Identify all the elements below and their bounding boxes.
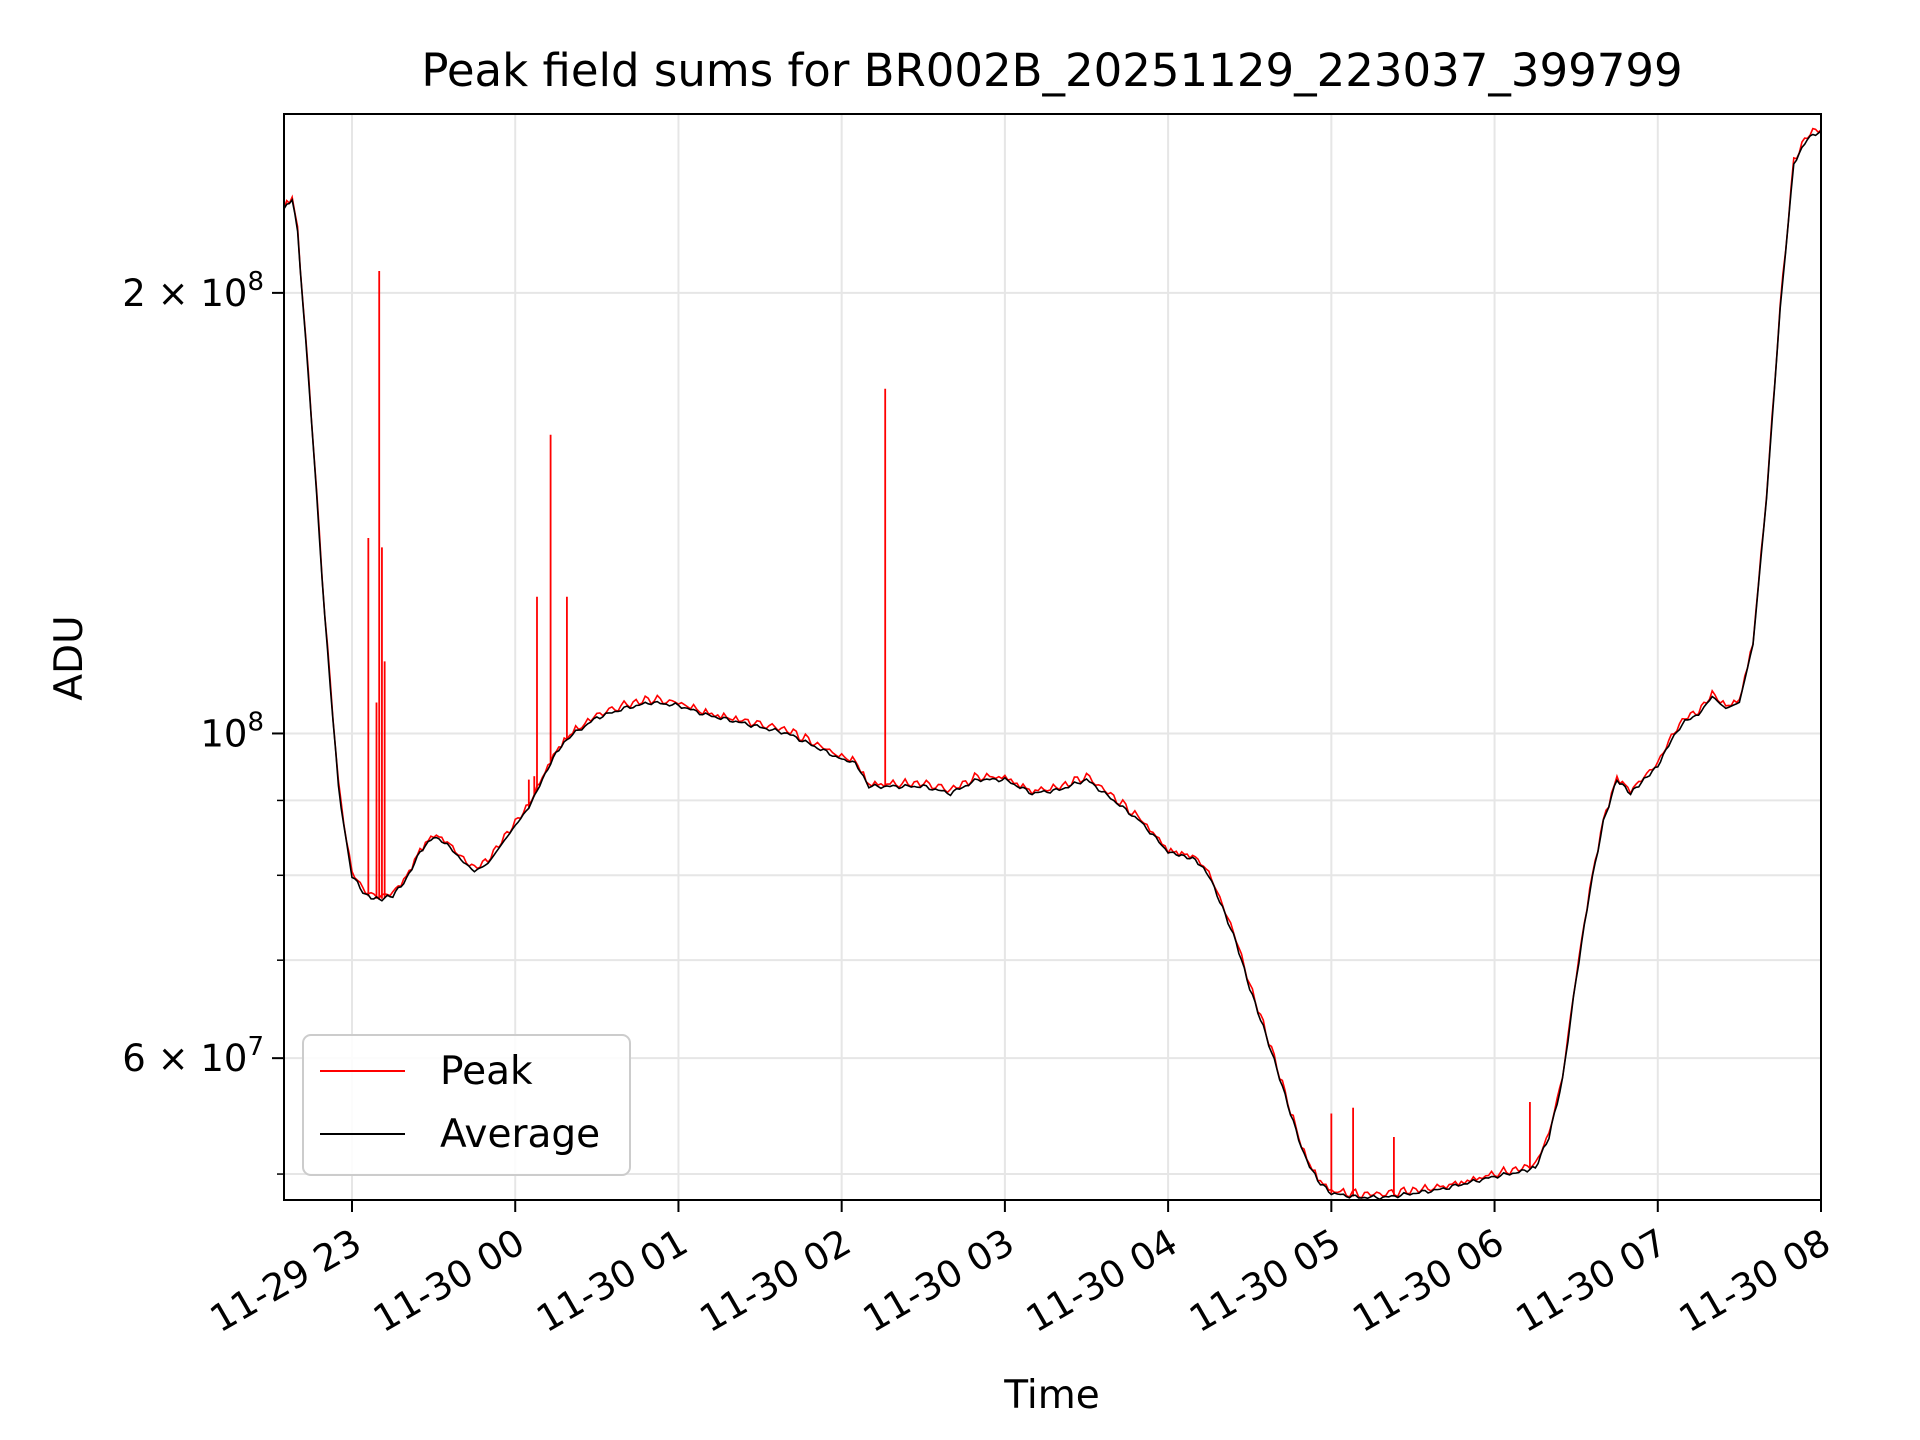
- y-tick-label: 2 × 108: [122, 267, 264, 315]
- chart-title: Peak field sums for BR002B_20251129_2230…: [421, 44, 1682, 97]
- x-tick-label: 11-30 02: [693, 1221, 859, 1341]
- x-tick-label: 11-29 23: [203, 1221, 369, 1341]
- x-tick-label: 11-30 00: [366, 1221, 532, 1341]
- average-series: [284, 130, 1821, 1200]
- y-tick-label: 108: [200, 707, 264, 755]
- x-axis-label: Time: [1003, 1373, 1099, 1418]
- x-tick-label: 11-30 05: [1182, 1221, 1348, 1341]
- x-tick-label: 11-30 07: [1509, 1221, 1675, 1341]
- y-axis-ticks: 6 × 107 108 2 × 108: [122, 267, 284, 1175]
- legend-peak-label: Peak: [440, 1049, 533, 1094]
- y-tick-label: 6 × 107: [122, 1032, 264, 1080]
- x-tick-label: 11-30 04: [1019, 1221, 1185, 1341]
- legend: Peak Average: [302, 1034, 631, 1176]
- y-axis-label: ADU: [47, 615, 92, 700]
- plot-frame: [283, 113, 1822, 1201]
- x-tick-label: 11-30 01: [529, 1221, 695, 1341]
- x-tick-label: 11-30 08: [1672, 1221, 1838, 1341]
- x-tick-label: 11-30 06: [1345, 1221, 1511, 1341]
- legend-average-label: Average: [440, 1112, 600, 1157]
- plot-area: [284, 127, 1821, 1200]
- x-tick-label: 11-30 03: [856, 1221, 1022, 1341]
- average-line: [284, 130, 1821, 1200]
